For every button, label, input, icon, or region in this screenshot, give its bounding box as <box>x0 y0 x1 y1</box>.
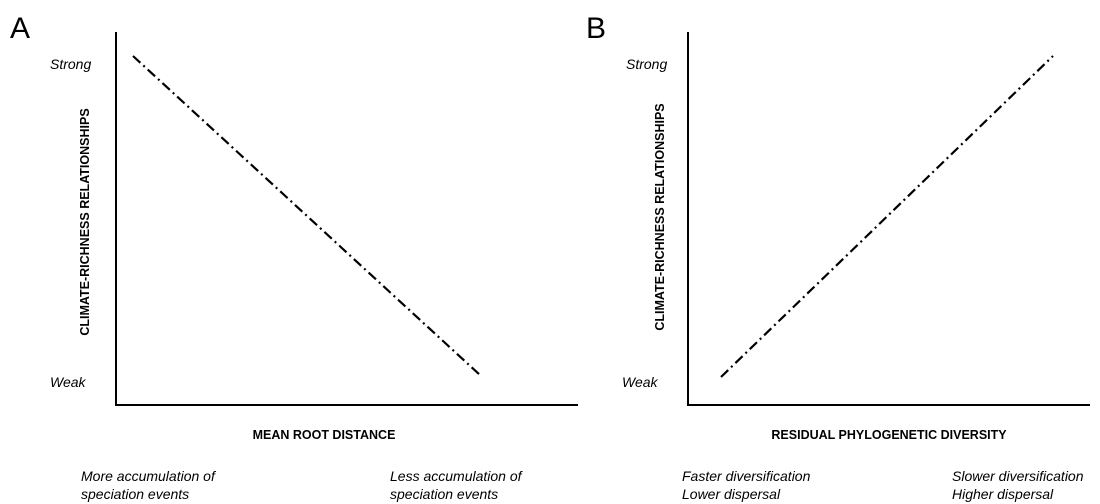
panel-a: A Strong Weak CLIMATE-RICHNESS RELATIONS… <box>10 12 578 502</box>
y-tick-weak-b: Weak <box>622 374 659 390</box>
x-axis-title-b: RESIDUAL PHYLOGENETIC DIVERSITY <box>771 428 1007 442</box>
x-annotation-left-a-line1: More accumulation of <box>81 468 217 484</box>
y-tick-strong-a: Strong <box>50 56 91 72</box>
panel-b: B Strong Weak CLIMATE-RICHNESS RELATIONS… <box>586 12 1090 502</box>
x-annotation-right-a-line1: Less accumulation of <box>390 468 524 484</box>
y-axis-title-a: CLIMATE-RICHNESS RELATIONSHIPS <box>78 108 92 335</box>
panel-label-b: B <box>586 12 606 45</box>
x-axis-title-a: MEAN ROOT DISTANCE <box>253 428 396 442</box>
x-annotation-left-b-line2: Lower dispersal <box>682 486 781 502</box>
panel-label-a: A <box>10 12 30 45</box>
x-annotation-left-b-line1: Faster diversification <box>682 468 811 484</box>
trend-line-b <box>720 55 1054 378</box>
trend-line-a <box>132 55 481 376</box>
x-annotation-right-b-line2: Higher dispersal <box>952 486 1054 502</box>
x-annotation-left-a-line2: speciation events <box>81 486 189 502</box>
x-annotation-right-b-line1: Slower diversification <box>952 468 1084 484</box>
y-axis-title-b: CLIMATE-RICHNESS RELATIONSHIPS <box>653 103 667 330</box>
x-annotation-right-a-line2: speciation events <box>390 486 498 502</box>
y-tick-strong-b: Strong <box>626 56 667 72</box>
y-tick-weak-a: Weak <box>50 374 87 390</box>
